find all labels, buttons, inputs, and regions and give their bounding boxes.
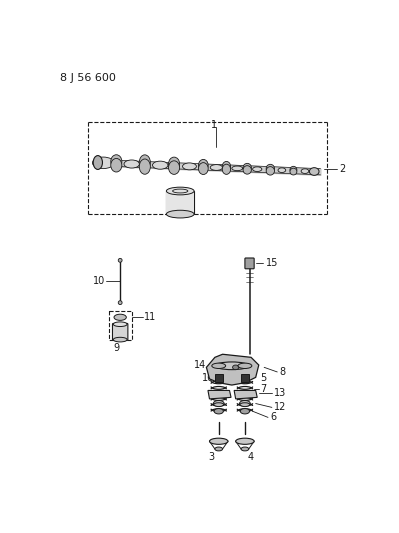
- Ellipse shape: [93, 156, 103, 169]
- Ellipse shape: [266, 164, 275, 173]
- Polygon shape: [234, 391, 257, 399]
- Ellipse shape: [152, 161, 168, 169]
- Ellipse shape: [124, 160, 139, 168]
- Ellipse shape: [253, 167, 262, 172]
- Ellipse shape: [215, 362, 249, 370]
- Polygon shape: [208, 391, 231, 399]
- Ellipse shape: [301, 169, 309, 173]
- Ellipse shape: [290, 168, 297, 175]
- Ellipse shape: [238, 363, 252, 368]
- Text: 15: 15: [266, 259, 278, 269]
- Text: 12: 12: [274, 402, 286, 413]
- Circle shape: [118, 301, 122, 304]
- Ellipse shape: [111, 155, 122, 168]
- Circle shape: [118, 259, 122, 262]
- Ellipse shape: [214, 408, 223, 414]
- Text: 14: 14: [194, 360, 206, 370]
- Text: 2: 2: [339, 164, 345, 174]
- Ellipse shape: [168, 161, 180, 174]
- Ellipse shape: [198, 159, 208, 171]
- Ellipse shape: [236, 438, 254, 445]
- Ellipse shape: [278, 168, 286, 173]
- Ellipse shape: [209, 438, 228, 445]
- Ellipse shape: [243, 166, 251, 174]
- Ellipse shape: [182, 163, 196, 170]
- Ellipse shape: [232, 166, 243, 171]
- FancyBboxPatch shape: [245, 258, 254, 269]
- Bar: [241, 374, 249, 382]
- Text: 6: 6: [271, 413, 277, 422]
- Ellipse shape: [309, 168, 319, 175]
- Ellipse shape: [213, 400, 224, 407]
- Ellipse shape: [166, 210, 194, 218]
- Text: 13: 13: [274, 387, 286, 398]
- Text: 8 J 56 600: 8 J 56 600: [60, 73, 116, 83]
- Ellipse shape: [240, 408, 249, 414]
- Ellipse shape: [222, 161, 231, 172]
- Ellipse shape: [222, 164, 231, 174]
- Ellipse shape: [243, 163, 251, 172]
- Ellipse shape: [210, 165, 223, 171]
- Ellipse shape: [241, 447, 249, 451]
- Text: 5: 5: [260, 373, 267, 383]
- Ellipse shape: [113, 337, 127, 342]
- Ellipse shape: [168, 157, 180, 171]
- Text: 16: 16: [202, 373, 214, 383]
- Ellipse shape: [239, 400, 250, 407]
- Ellipse shape: [111, 158, 122, 172]
- Text: 8: 8: [280, 367, 286, 377]
- Ellipse shape: [114, 314, 126, 320]
- FancyBboxPatch shape: [113, 324, 128, 341]
- Text: 4: 4: [248, 451, 254, 462]
- Text: 9: 9: [113, 343, 119, 353]
- Polygon shape: [206, 354, 259, 385]
- Ellipse shape: [166, 187, 194, 195]
- Ellipse shape: [290, 166, 297, 173]
- Ellipse shape: [93, 157, 114, 168]
- Ellipse shape: [139, 159, 150, 174]
- Ellipse shape: [233, 365, 239, 370]
- Ellipse shape: [198, 163, 208, 174]
- Ellipse shape: [139, 155, 150, 170]
- Text: 7: 7: [260, 384, 267, 394]
- Bar: [215, 374, 223, 382]
- Text: 3: 3: [208, 451, 214, 462]
- Ellipse shape: [113, 322, 127, 327]
- Ellipse shape: [266, 167, 275, 175]
- Text: 1: 1: [211, 120, 217, 130]
- Text: 11: 11: [144, 312, 156, 322]
- Polygon shape: [166, 191, 194, 214]
- Ellipse shape: [215, 447, 223, 451]
- Text: 10: 10: [93, 276, 105, 286]
- Ellipse shape: [212, 363, 226, 368]
